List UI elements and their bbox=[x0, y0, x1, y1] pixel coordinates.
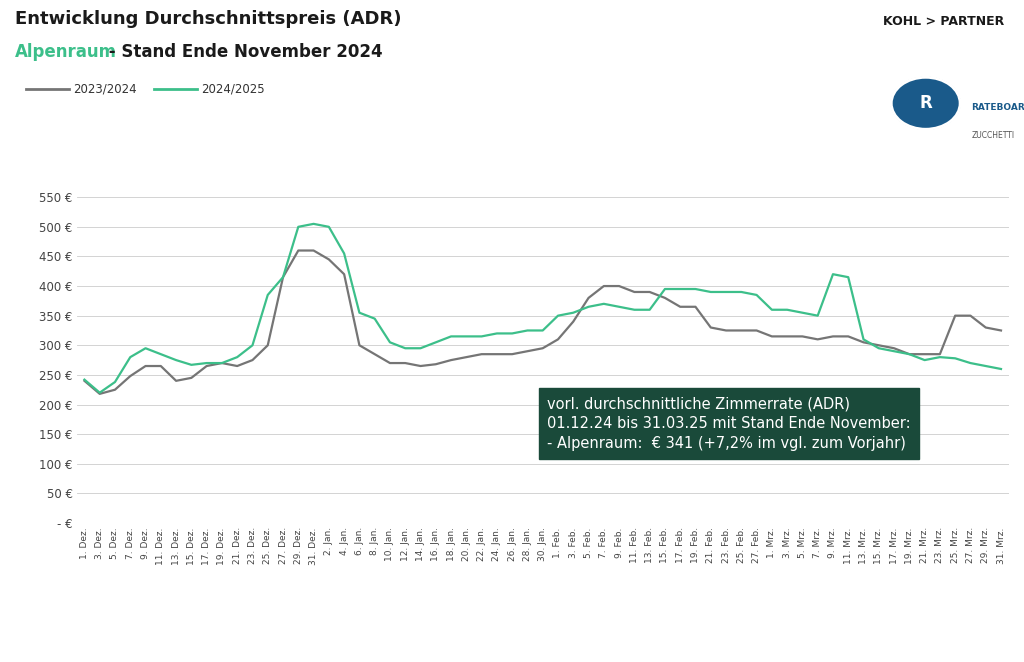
Text: RATEBOARD: RATEBOARD bbox=[971, 103, 1024, 113]
Text: Entwicklung Durchschnittspreis (ADR): Entwicklung Durchschnittspreis (ADR) bbox=[15, 10, 401, 28]
Text: Alpenraum: Alpenraum bbox=[15, 43, 118, 61]
Circle shape bbox=[891, 77, 961, 129]
Text: ZUCCHETTI: ZUCCHETTI bbox=[971, 131, 1015, 140]
Text: vorl. durchschnittliche Zimmerrate (ADR)
01.12.24 bis 31.03.25 mit Stand Ende No: vorl. durchschnittliche Zimmerrate (ADR)… bbox=[548, 396, 911, 451]
Text: KOHL > PARTNER: KOHL > PARTNER bbox=[883, 15, 1004, 28]
Text: R: R bbox=[920, 94, 932, 113]
Text: 2023/2024: 2023/2024 bbox=[73, 82, 136, 95]
Text: - Stand Ende November 2024: - Stand Ende November 2024 bbox=[103, 43, 383, 61]
Text: 2024/2025: 2024/2025 bbox=[201, 82, 264, 95]
